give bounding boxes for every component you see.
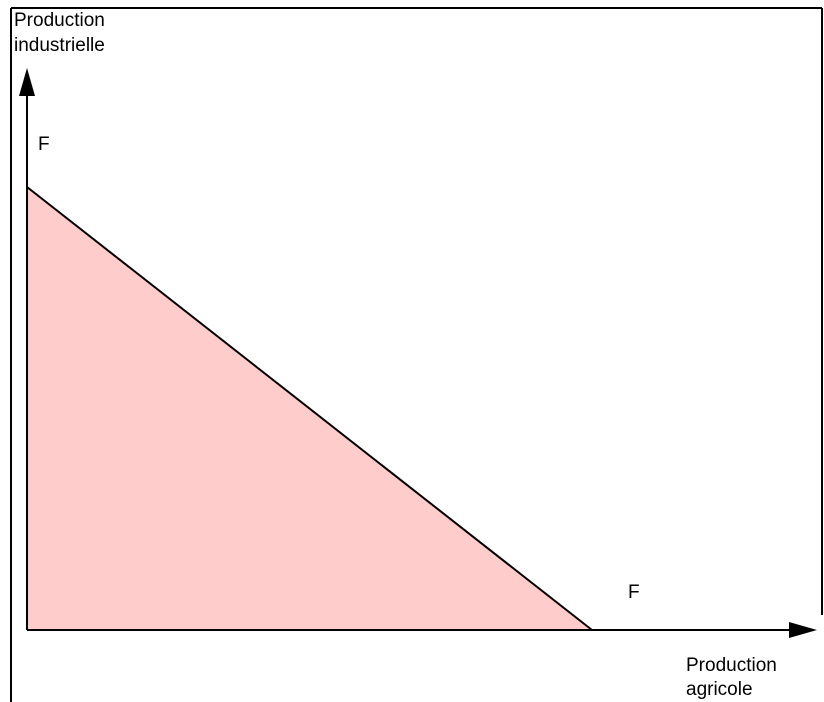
frontier-line <box>26 186 593 631</box>
y-axis-label: Production <box>14 10 105 31</box>
curve-label: F <box>38 134 50 155</box>
x-axis-label: agricole <box>686 679 753 700</box>
x-axis-arrow <box>789 622 817 638</box>
y-axis-label: industrielle <box>14 35 105 56</box>
curve-label: F <box>628 582 640 603</box>
x-axis-label: Production <box>686 655 777 676</box>
y-axis-arrow <box>19 68 35 96</box>
